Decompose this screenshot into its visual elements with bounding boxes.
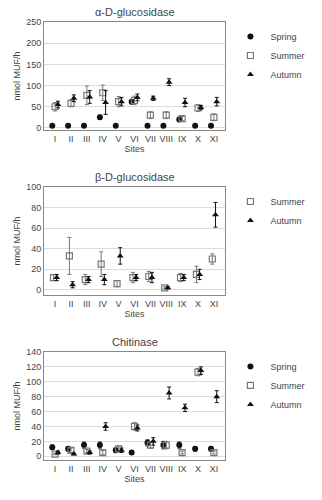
svg-text:IV: IV	[98, 134, 107, 144]
svg-text:100: 100	[26, 377, 41, 387]
svg-text:II: II	[68, 299, 73, 309]
svg-text:β-D-glucosidase: β-D-glucosidase	[95, 171, 175, 183]
svg-text:80: 80	[31, 392, 41, 402]
svg-text:Autumn: Autumn	[270, 216, 301, 226]
svg-text:V: V	[116, 134, 122, 144]
svg-text:I: I	[54, 299, 57, 309]
svg-text:100: 100	[26, 81, 41, 91]
svg-text:Autumn: Autumn	[270, 400, 301, 410]
svg-text:XI: XI	[210, 134, 219, 144]
svg-text:Sites: Sites	[124, 309, 145, 319]
svg-text:Chitinase: Chitinase	[112, 336, 158, 348]
svg-text:VI: VI	[130, 134, 139, 144]
svg-text:VIII: VIII	[159, 299, 173, 309]
svg-text:II: II	[68, 134, 73, 144]
svg-text:100: 100	[26, 182, 41, 192]
svg-text:Summer: Summer	[270, 381, 304, 391]
svg-text:IX: IX	[178, 134, 187, 144]
svg-text:IX: IX	[178, 299, 187, 309]
svg-text:IV: IV	[98, 464, 107, 474]
svg-text:III: III	[83, 464, 91, 474]
svg-text:60: 60	[31, 223, 41, 233]
svg-text:nmol MUF/h: nmol MUF/h	[12, 52, 22, 101]
svg-text:I: I	[54, 134, 57, 144]
svg-text:0: 0	[36, 285, 41, 295]
svg-text:40: 40	[31, 422, 41, 432]
svg-text:XI: XI	[210, 464, 219, 474]
svg-text:20: 20	[31, 437, 41, 447]
svg-text:Sites: Sites	[124, 474, 145, 484]
svg-text:60: 60	[31, 407, 41, 417]
svg-text:150: 150	[26, 60, 41, 70]
svg-text:Spring: Spring	[270, 362, 296, 372]
svg-text:Sites: Sites	[124, 144, 145, 154]
svg-text:Spring: Spring	[270, 32, 296, 42]
svg-text:I: I	[54, 464, 57, 474]
svg-text:VI: VI	[130, 299, 139, 309]
svg-text:α-D-glucosidase: α-D-glucosidase	[95, 6, 175, 18]
svg-text:X: X	[195, 134, 201, 144]
svg-text:50: 50	[31, 102, 41, 112]
svg-text:Summer: Summer	[270, 51, 304, 61]
svg-text:200: 200	[26, 38, 41, 48]
svg-text:VI: VI	[130, 464, 139, 474]
svg-text:140: 140	[26, 347, 41, 357]
svg-text:120: 120	[26, 362, 41, 372]
svg-text:Summer: Summer	[270, 197, 304, 207]
svg-text:VII: VII	[145, 464, 156, 474]
svg-text:X: X	[195, 299, 201, 309]
svg-text:0: 0	[36, 451, 41, 461]
svg-text:20: 20	[31, 264, 41, 274]
svg-text:80: 80	[31, 203, 41, 213]
svg-text:VIII: VIII	[159, 464, 173, 474]
svg-text:V: V	[116, 464, 122, 474]
svg-text:VIII: VIII	[159, 134, 173, 144]
svg-text:IV: IV	[98, 299, 107, 309]
svg-text:250: 250	[26, 17, 41, 27]
svg-text:II: II	[68, 464, 73, 474]
svg-text:40: 40	[31, 244, 41, 254]
svg-text:0: 0	[36, 123, 41, 133]
svg-text:XI: XI	[210, 299, 219, 309]
svg-text:X: X	[195, 464, 201, 474]
svg-text:III: III	[83, 299, 91, 309]
svg-text:VII: VII	[145, 299, 156, 309]
svg-text:IX: IX	[178, 464, 187, 474]
svg-text:V: V	[116, 299, 122, 309]
svg-text:III: III	[83, 134, 91, 144]
svg-text:nmol MUF/h: nmol MUF/h	[12, 216, 22, 265]
svg-text:VII: VII	[145, 134, 156, 144]
svg-text:Autumn: Autumn	[270, 70, 301, 80]
svg-text:nmol MUF/h: nmol MUF/h	[12, 381, 22, 430]
